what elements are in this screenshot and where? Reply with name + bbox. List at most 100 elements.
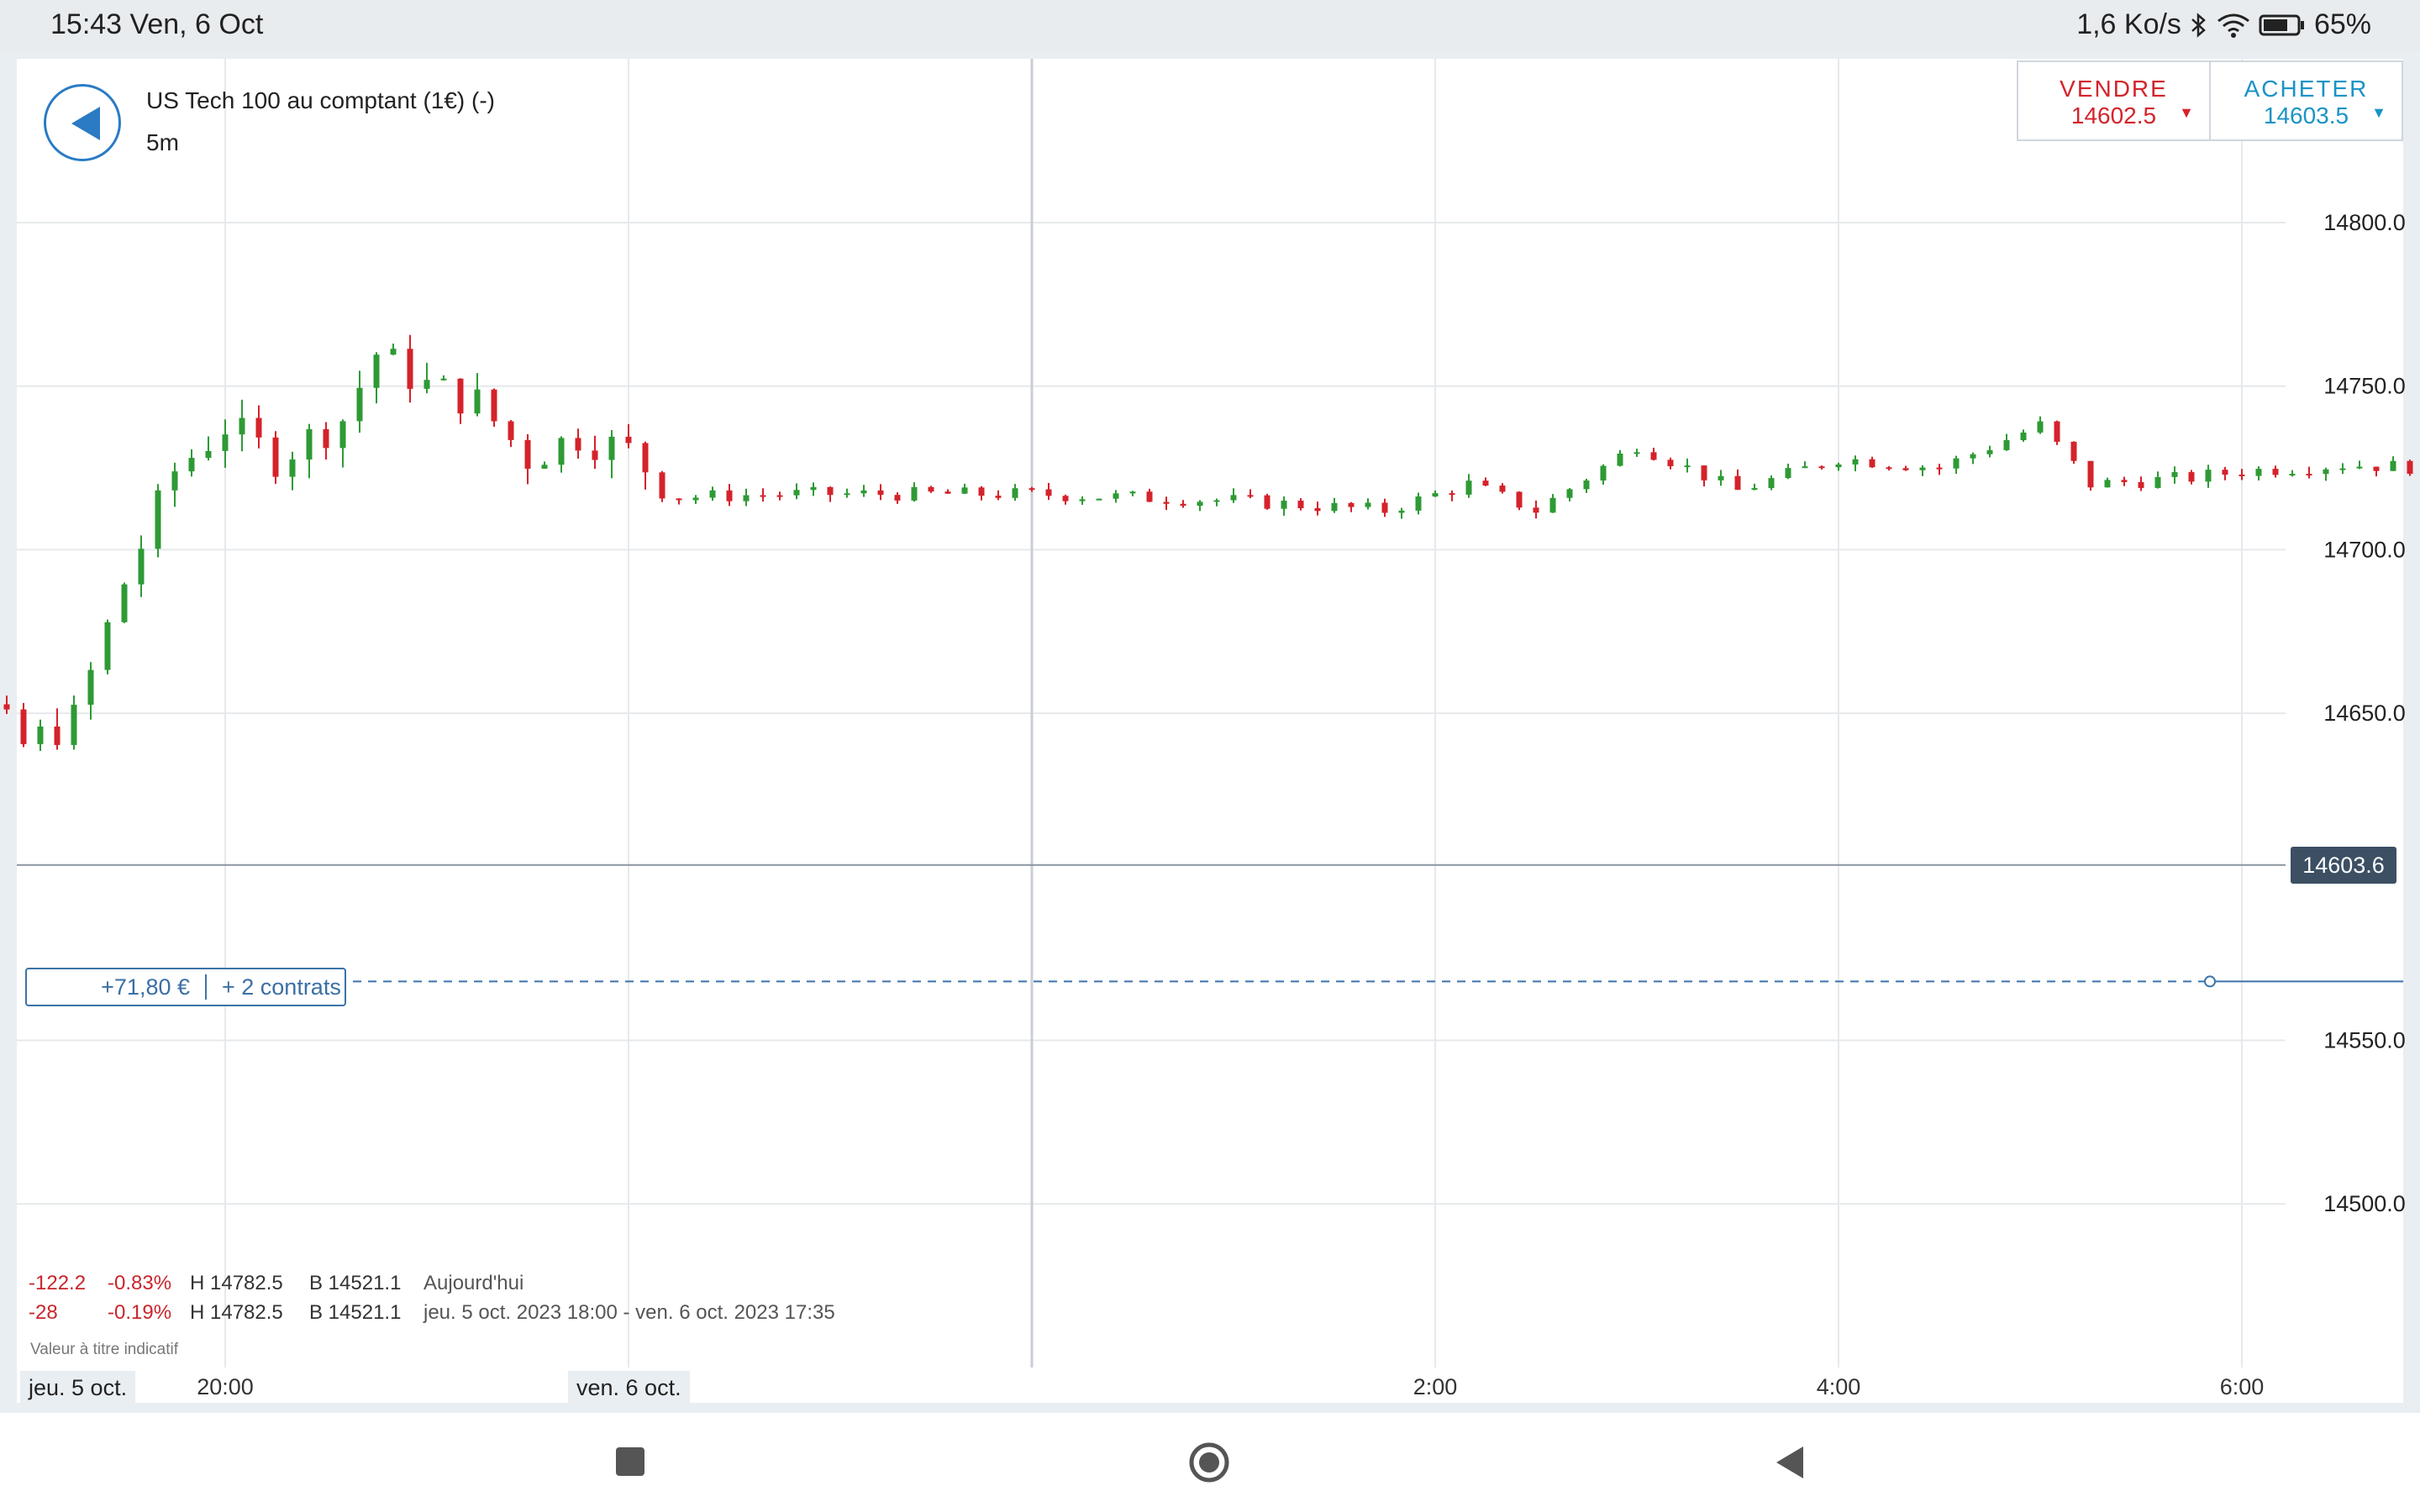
candle-body (709, 490, 716, 498)
candle-body (71, 704, 77, 745)
date-chip-fri: ven. 6 oct. (568, 1371, 690, 1404)
candle-body (1281, 501, 1287, 509)
sell-dropdown-icon[interactable]: ▼ (2179, 104, 2194, 121)
candle-body (1213, 500, 1220, 502)
candle-body (1197, 501, 1203, 507)
candle-body (3, 704, 10, 710)
x-tick-label: 6:00 (2220, 1374, 2265, 1399)
candle-body (2222, 470, 2228, 475)
candle-body (1230, 495, 1237, 501)
buy-price: 14603.5 (2263, 102, 2349, 129)
candle-body (2407, 460, 2413, 475)
candle-body (1751, 488, 1758, 491)
candle-body (1986, 449, 1993, 454)
candle-body (541, 465, 548, 469)
candle-body (1516, 491, 1523, 508)
candle-body (2171, 472, 2178, 477)
candle-body (1062, 496, 1069, 501)
instrument-title: US Tech 100 au comptant (1€) (-) (146, 87, 496, 113)
candle-body (1549, 497, 1556, 513)
position-badge[interactable]: +71,80 € + 2 contrats (25, 968, 346, 1006)
candle-body (1247, 495, 1254, 497)
candle-body (944, 491, 951, 494)
chart-area[interactable] (17, 59, 2403, 1403)
bluetooth-icon (2190, 12, 2208, 39)
candle-body (2003, 439, 2010, 450)
candle-body (2289, 474, 2296, 476)
candle-body (1180, 503, 1186, 507)
candle-body (1028, 488, 1035, 491)
position-marker (2204, 975, 2216, 988)
candle-body (474, 389, 481, 414)
candle-body (575, 438, 581, 451)
wifi-icon (2217, 13, 2250, 38)
candle-body (608, 436, 615, 460)
position-quantity: + 2 contrats (222, 974, 341, 1000)
home-circle-icon (1189, 1442, 1229, 1483)
candle-body (2188, 472, 2195, 482)
sell-label: VENDRE (2060, 76, 2168, 102)
candle-body (1886, 467, 1892, 470)
candle-body (1365, 502, 1371, 507)
candle-body (1482, 480, 1489, 486)
candle-body (1785, 468, 1791, 479)
candle-body (1953, 458, 1960, 469)
back-nav-button[interactable] (1775, 1445, 1805, 1484)
period-pct: -0.19% (108, 1301, 172, 1324)
x-tick-label: 4:00 (1817, 1374, 1861, 1399)
candle-body (205, 450, 212, 459)
timeframe-selector[interactable]: 5m (146, 129, 179, 155)
candle-body (1684, 465, 1691, 468)
candle-body (743, 495, 750, 501)
candle-body (827, 486, 834, 496)
sell-button[interactable]: VENDRE 14602.5 ▼ (2018, 62, 2209, 139)
home-button[interactable] (1188, 1441, 1230, 1488)
y-tick-label: 14500.0 (2323, 1191, 2406, 1216)
candle-body (272, 437, 279, 477)
candle-body (1348, 502, 1355, 507)
today-label: Aujourd'hui (424, 1272, 524, 1294)
candle-body (373, 354, 380, 388)
back-arrow-icon (71, 107, 100, 140)
candle-body (306, 428, 313, 459)
candle-body (928, 486, 934, 492)
candle-body (188, 458, 195, 472)
candle-body (1869, 459, 1876, 468)
candle-body (1634, 452, 1640, 454)
candle-body (1331, 502, 1338, 512)
candle-body (1398, 510, 1405, 513)
candles (3, 334, 2413, 752)
candle-body (491, 389, 497, 422)
candle-body (1718, 475, 1724, 480)
network-speed: 1,6 Ko/s (2076, 8, 2181, 40)
recent-apps-button[interactable] (615, 1446, 645, 1481)
buy-button[interactable]: ACHETER 14603.5 ▼ (2209, 62, 2402, 139)
y-tick-label: 14650.0 (2323, 701, 2406, 726)
candle-body (1835, 464, 1842, 468)
candle-body (978, 487, 985, 496)
candle-body (1701, 465, 1707, 480)
candle-body (2306, 474, 2312, 476)
candle-body (2390, 460, 2396, 471)
chart-grid (17, 59, 2286, 1368)
candle-body (1667, 459, 1674, 467)
today-low: B 14521.1 (309, 1272, 402, 1294)
candle-body (255, 417, 262, 438)
candle-body (37, 726, 44, 744)
candle-body (1566, 489, 1573, 498)
x-tick-label: 2:00 (1413, 1374, 1458, 1399)
candle-body (1096, 498, 1102, 501)
candle-body (155, 490, 161, 549)
candle-body (1818, 466, 1825, 469)
buy-dropdown-icon[interactable]: ▼ (2371, 104, 2386, 121)
candle-body (2154, 476, 2161, 488)
candle-body (440, 378, 447, 381)
candle-body (457, 378, 464, 414)
candle-body (625, 436, 632, 444)
candle-body (524, 439, 531, 469)
candle-body (1583, 480, 1590, 490)
candle-body (726, 490, 733, 501)
candle-body (1734, 475, 1741, 491)
back-button[interactable] (44, 84, 121, 161)
